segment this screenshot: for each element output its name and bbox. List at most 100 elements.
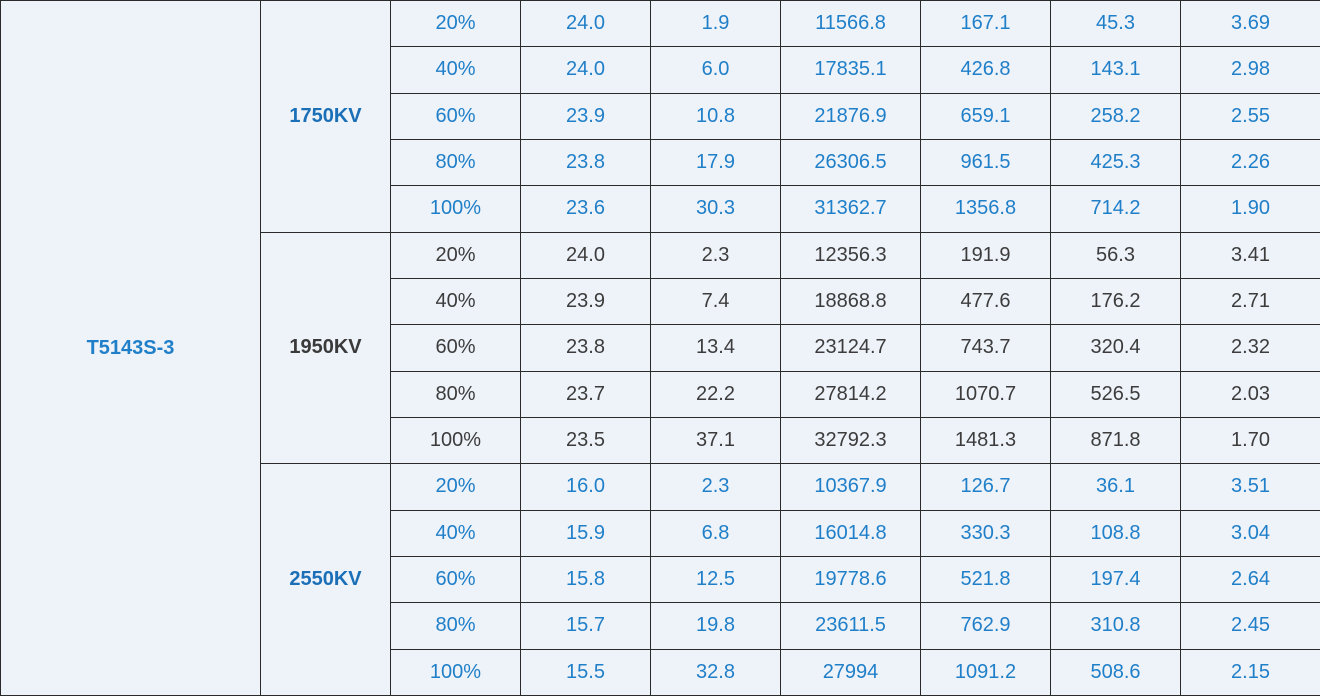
value-cell: 10.8 [650, 92, 781, 140]
value-cell: 2.64 [1180, 555, 1320, 604]
value-cell: 477.6 [920, 277, 1051, 326]
value-cell: 320.4 [1050, 324, 1181, 372]
table-row: 100% 23.6 30.3 31362.7 1356.8 714.2 1.90 [1, 185, 1320, 233]
value-cell: 6.8 [650, 509, 781, 557]
value-cell: 12.5 [650, 555, 781, 604]
value-cell: 167.1 [920, 0, 1051, 48]
value-cell: 2.15 [1180, 648, 1320, 696]
value-cell: 26306.5 [780, 138, 921, 187]
table-row: 40% 24.0 6.0 17835.1 426.8 143.1 2.98 [1, 46, 1320, 94]
model-name: T5143S-3 [0, 0, 261, 696]
value-cell: 3.04 [1180, 509, 1320, 557]
value-cell: 23.6 [520, 185, 651, 233]
value-cell: 659.1 [920, 92, 1051, 140]
load-percent-cell: 60% [390, 92, 521, 140]
value-cell: 1356.8 [920, 185, 1051, 233]
value-cell: 176.2 [1050, 277, 1181, 326]
value-cell: 108.8 [1050, 509, 1181, 557]
value-cell: 19.8 [650, 602, 781, 650]
value-cell: 126.7 [920, 463, 1051, 511]
load-percent-cell: 80% [390, 370, 521, 418]
load-percent-cell: 20% [390, 463, 521, 511]
value-cell: 15.5 [520, 648, 651, 696]
value-cell: 27994 [780, 648, 921, 696]
value-cell: 1.70 [1180, 416, 1320, 465]
value-cell: 6.0 [650, 46, 781, 94]
value-cell: 743.7 [920, 324, 1051, 372]
value-cell: 426.8 [920, 46, 1051, 94]
value-cell: 197.4 [1050, 555, 1181, 604]
value-cell: 310.8 [1050, 602, 1181, 650]
load-percent-cell: 20% [390, 231, 521, 279]
value-cell: 30.3 [650, 185, 781, 233]
value-cell: 508.6 [1050, 648, 1181, 696]
value-cell: 18868.8 [780, 277, 921, 326]
value-cell: 2.3 [650, 463, 781, 511]
load-percent-cell: 40% [390, 46, 521, 94]
value-cell: 23.8 [520, 138, 651, 187]
value-cell: 23.5 [520, 416, 651, 465]
table-row: 100% 15.5 32.8 27994 1091.2 508.6 2.15 [1, 648, 1320, 696]
value-cell: 2.32 [1180, 324, 1320, 372]
value-cell: 258.2 [1050, 92, 1181, 140]
value-cell: 16.0 [520, 463, 651, 511]
value-cell: 21876.9 [780, 92, 921, 140]
value-cell: 22.2 [650, 370, 781, 418]
voltage-label: 1750KV [260, 0, 391, 233]
value-cell: 12356.3 [780, 231, 921, 279]
load-percent-cell: 80% [390, 602, 521, 650]
value-cell: 10367.9 [780, 463, 921, 511]
table-row: 80% 23.7 22.2 27814.2 1070.7 526.5 2.03 [1, 370, 1320, 418]
value-cell: 7.4 [650, 277, 781, 326]
value-cell: 36.1 [1050, 463, 1181, 511]
load-percent-cell: 40% [390, 277, 521, 326]
value-cell: 2.3 [650, 231, 781, 279]
value-cell: 15.8 [520, 555, 651, 604]
value-cell: 11566.8 [780, 0, 921, 48]
value-cell: 3.51 [1180, 463, 1320, 511]
table-row: 2550KV 20% 16.0 2.3 10367.9 126.7 36.1 3.51 [1, 463, 1320, 696]
value-cell: 143.1 [1050, 46, 1181, 94]
value-cell: 23.9 [520, 277, 651, 326]
value-cell: 23.7 [520, 370, 651, 418]
value-cell: 714.2 [1050, 185, 1181, 233]
value-cell: 56.3 [1050, 231, 1181, 279]
voltage-label: 1950KV [260, 231, 391, 465]
value-cell: 191.9 [920, 231, 1051, 279]
value-cell: 23.9 [520, 92, 651, 140]
value-cell: 2.03 [1180, 370, 1320, 418]
value-cell: 1091.2 [920, 648, 1051, 696]
value-cell: 961.5 [920, 138, 1051, 187]
value-cell: 23611.5 [780, 602, 921, 650]
load-percent-cell: 80% [390, 138, 521, 187]
value-cell: 330.3 [920, 509, 1051, 557]
value-cell: 762.9 [920, 602, 1051, 650]
value-cell: 16014.8 [780, 509, 921, 557]
load-percent-cell: 20% [390, 0, 521, 48]
value-cell: 2.26 [1180, 138, 1320, 187]
value-cell: 15.7 [520, 602, 651, 650]
value-cell: 37.1 [650, 416, 781, 465]
value-cell: 1.9 [650, 0, 781, 48]
value-cell: 17.9 [650, 138, 781, 187]
value-cell: 32792.3 [780, 416, 921, 465]
table-row: 80% 15.7 19.8 23611.5 762.9 310.8 2.45 [1, 602, 1320, 650]
value-cell: 1070.7 [920, 370, 1051, 418]
table-row: 1950KV 20% 24.0 2.3 12356.3 191.9 56.3 3.41 [1, 231, 1320, 465]
table-row: 60% 15.8 12.5 19778.6 521.8 197.4 2.64 [1, 555, 1320, 604]
value-cell: 1.90 [1180, 185, 1320, 233]
value-cell: 24.0 [520, 231, 651, 279]
table-row: 80% 23.8 17.9 26306.5 961.5 425.3 2.26 [1, 138, 1320, 187]
table-row: 60% 23.9 10.8 21876.9 659.1 258.2 2.55 [1, 92, 1320, 140]
load-percent-cell: 100% [390, 416, 521, 465]
value-cell: 2.45 [1180, 602, 1320, 650]
value-cell: 2.98 [1180, 46, 1320, 94]
value-cell: 45.3 [1050, 0, 1181, 48]
value-cell: 23124.7 [780, 324, 921, 372]
voltage-label: 2550KV [260, 463, 391, 696]
table-row: 40% 23.9 7.4 18868.8 477.6 176.2 2.71 [1, 277, 1320, 326]
value-cell: 3.41 [1180, 231, 1320, 279]
load-percent-cell: 100% [390, 648, 521, 696]
